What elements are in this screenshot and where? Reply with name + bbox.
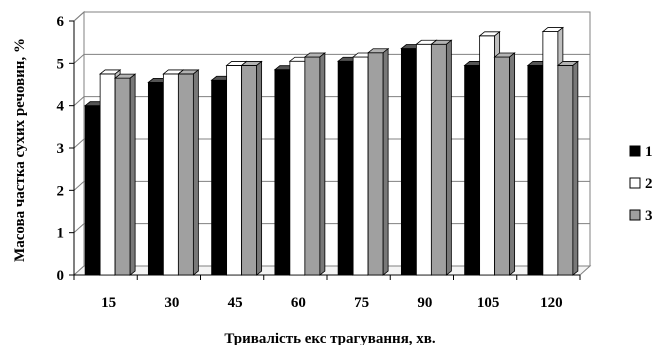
legend-label: 1: [645, 144, 653, 160]
bar-front: [114, 77, 131, 276]
bar-front: [99, 73, 116, 276]
bar-front: [274, 69, 291, 276]
x-tick-label: 45: [228, 295, 243, 311]
bar-front: [289, 60, 306, 276]
x-tick-label: 105: [477, 295, 500, 311]
bar: [177, 69, 200, 276]
bar: [493, 52, 516, 276]
x-tick-label: 30: [164, 295, 179, 311]
y-axis-title: Масова частка сухих речовин, %: [12, 38, 28, 262]
bar: [240, 60, 263, 276]
bar: [430, 39, 453, 276]
bar-front: [415, 43, 432, 276]
bar-front: [494, 56, 511, 276]
bar-front: [400, 48, 417, 276]
y-tick-label: 0: [57, 268, 65, 284]
y-tick-label: 1: [57, 226, 65, 242]
x-tick-label: 60: [291, 295, 306, 311]
bar-front: [241, 65, 258, 276]
bar-front: [177, 73, 194, 276]
legend-swatch: [629, 177, 641, 189]
bar-front: [464, 65, 481, 276]
y-tick-label: 6: [57, 14, 65, 30]
x-axis-title: Тривалість екс трагування, хв.: [224, 331, 436, 345]
bar-front: [304, 56, 321, 276]
y-tick-label: 3: [57, 141, 65, 157]
x-tick-label: 120: [540, 295, 563, 311]
bar-side: [382, 47, 389, 276]
bar: [113, 73, 137, 276]
bar: [556, 60, 580, 276]
legend: 1 2 3: [629, 144, 653, 224]
bars: [83, 26, 580, 276]
legend-swatch: [629, 145, 641, 157]
bar-front: [147, 81, 164, 276]
bar-side: [256, 60, 263, 276]
bar-front: [337, 60, 354, 276]
bar-side: [445, 39, 452, 276]
legend-label: 2: [645, 176, 653, 192]
bar-front: [479, 35, 496, 276]
bar-side: [192, 69, 199, 276]
bar: [366, 47, 390, 276]
bar-front: [367, 52, 384, 276]
bar-front: [162, 73, 179, 276]
y-tick-labels: 0 1 2 3 4 5 6: [57, 14, 65, 284]
bar-side: [319, 52, 326, 276]
y-tick-label: 5: [57, 56, 65, 72]
x-tick-label: 75: [354, 295, 369, 311]
bar-front: [84, 105, 101, 276]
bar: [303, 52, 327, 276]
x-tick-labels: 15 30 45 60 75 90 105 120: [101, 295, 563, 311]
legend-label: 3: [645, 208, 653, 224]
x-tick-label: 90: [417, 295, 432, 311]
bar-side: [129, 73, 136, 276]
bar-front: [557, 65, 574, 276]
gridline: [73, 11, 590, 22]
y-tick-label: 2: [57, 183, 65, 199]
x-tick-label: 15: [101, 295, 116, 311]
bar-front: [542, 31, 559, 276]
legend-swatch: [629, 209, 641, 221]
bar-front: [211, 79, 228, 276]
bar-side: [572, 60, 579, 276]
bar-front: [226, 65, 243, 276]
y-tick-label: 4: [57, 99, 65, 115]
bar-front: [527, 65, 544, 276]
bar-front: [430, 43, 447, 276]
bar-side: [509, 52, 516, 276]
bar-front: [352, 56, 369, 276]
